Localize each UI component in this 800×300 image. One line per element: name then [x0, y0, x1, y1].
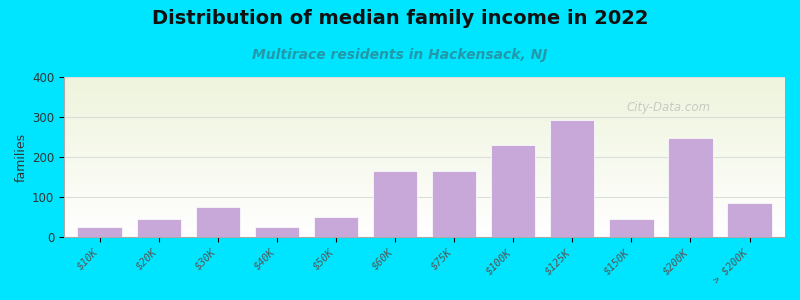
Bar — [254, 227, 299, 237]
Bar — [550, 120, 594, 237]
Bar — [196, 207, 240, 237]
Bar — [373, 171, 417, 237]
Text: Multirace residents in Hackensack, NJ: Multirace residents in Hackensack, NJ — [252, 48, 548, 62]
Bar — [610, 219, 654, 237]
Bar — [491, 145, 535, 237]
Y-axis label: families: families — [15, 133, 28, 182]
Bar — [137, 219, 181, 237]
Bar — [432, 171, 476, 237]
Text: Distribution of median family income in 2022: Distribution of median family income in … — [152, 9, 648, 28]
Text: City-Data.com: City-Data.com — [626, 101, 710, 114]
Bar — [668, 138, 713, 237]
Bar — [314, 217, 358, 237]
Bar — [78, 227, 122, 237]
Bar — [727, 203, 772, 237]
